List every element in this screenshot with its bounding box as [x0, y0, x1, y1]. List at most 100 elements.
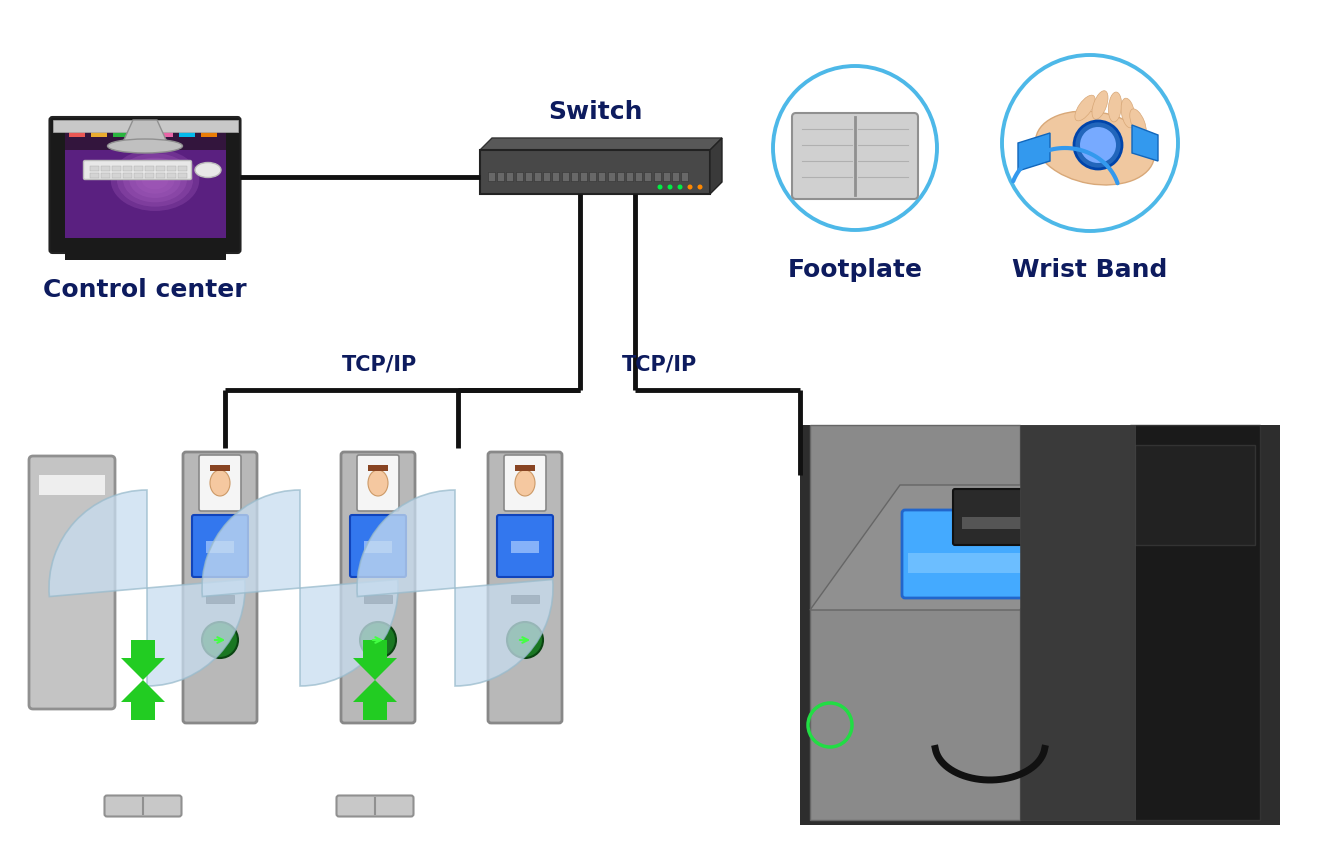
Circle shape	[678, 185, 682, 189]
Text: Footplate: Footplate	[788, 258, 923, 282]
Ellipse shape	[1129, 109, 1147, 137]
Text: Switch: Switch	[548, 100, 642, 124]
Bar	[617, 172, 624, 181]
Bar	[1019, 425, 1135, 820]
Bar	[810, 425, 1019, 820]
FancyBboxPatch shape	[496, 515, 553, 577]
Polygon shape	[1018, 133, 1050, 171]
Ellipse shape	[211, 470, 230, 496]
Bar	[53, 120, 237, 132]
Bar	[177, 173, 187, 178]
Ellipse shape	[1075, 95, 1095, 121]
Circle shape	[360, 622, 396, 658]
FancyBboxPatch shape	[342, 452, 414, 723]
Bar	[580, 172, 587, 181]
Ellipse shape	[117, 153, 193, 207]
Ellipse shape	[1121, 98, 1135, 128]
Bar	[207, 541, 234, 553]
Bar	[589, 172, 596, 181]
Bar	[481, 150, 710, 194]
Bar	[598, 172, 605, 181]
Bar	[90, 166, 99, 171]
Bar	[123, 166, 132, 171]
Bar	[489, 172, 495, 181]
Bar	[135, 125, 151, 137]
Circle shape	[658, 185, 662, 189]
FancyBboxPatch shape	[504, 455, 545, 511]
FancyBboxPatch shape	[29, 456, 115, 709]
Bar	[364, 541, 392, 553]
Bar	[69, 125, 85, 137]
Bar	[511, 541, 539, 553]
Bar	[101, 166, 110, 171]
FancyBboxPatch shape	[489, 452, 561, 723]
Bar	[113, 125, 128, 137]
Ellipse shape	[515, 470, 535, 496]
Bar	[534, 172, 542, 181]
Circle shape	[1080, 127, 1116, 163]
Bar	[146, 173, 154, 178]
Bar	[156, 173, 166, 178]
Ellipse shape	[1092, 90, 1108, 119]
FancyArrow shape	[354, 640, 397, 680]
Bar	[38, 475, 105, 495]
FancyArrow shape	[354, 680, 397, 720]
Wedge shape	[301, 579, 399, 686]
FancyBboxPatch shape	[49, 117, 241, 253]
Ellipse shape	[111, 149, 200, 211]
Bar	[673, 172, 679, 181]
Ellipse shape	[1035, 111, 1155, 185]
Bar	[167, 173, 176, 178]
Bar	[552, 172, 560, 181]
Ellipse shape	[107, 139, 183, 153]
Bar	[134, 173, 143, 178]
Bar	[515, 172, 523, 181]
Bar	[636, 172, 642, 181]
FancyBboxPatch shape	[336, 796, 413, 816]
Polygon shape	[710, 138, 722, 194]
FancyArrow shape	[120, 680, 166, 720]
Ellipse shape	[130, 162, 180, 198]
Polygon shape	[810, 485, 1100, 610]
Circle shape	[507, 622, 543, 658]
Bar	[167, 166, 176, 171]
Bar	[113, 166, 120, 171]
Polygon shape	[123, 120, 167, 142]
Bar	[200, 125, 217, 137]
Ellipse shape	[195, 163, 221, 177]
Bar	[511, 595, 539, 603]
Wedge shape	[357, 490, 455, 596]
Circle shape	[203, 622, 238, 658]
Bar	[1129, 425, 1260, 820]
Bar	[156, 125, 172, 137]
Bar	[543, 172, 551, 181]
FancyBboxPatch shape	[357, 455, 399, 511]
Ellipse shape	[368, 470, 388, 496]
Bar	[65, 130, 225, 150]
Bar	[368, 465, 388, 471]
Bar	[645, 172, 651, 181]
Bar	[663, 172, 670, 181]
Ellipse shape	[142, 170, 168, 189]
Bar	[1135, 445, 1255, 545]
Text: TCP/IP: TCP/IP	[622, 355, 698, 375]
Bar	[626, 172, 633, 181]
Bar	[682, 172, 688, 181]
Bar	[156, 166, 166, 171]
Bar	[113, 173, 120, 178]
FancyBboxPatch shape	[199, 455, 241, 511]
Bar	[90, 173, 99, 178]
Circle shape	[1002, 55, 1178, 231]
Bar	[608, 172, 614, 181]
Wedge shape	[203, 490, 301, 596]
Bar	[963, 517, 1027, 529]
Circle shape	[1074, 121, 1121, 169]
Bar	[364, 595, 392, 603]
FancyBboxPatch shape	[83, 160, 192, 180]
FancyArrow shape	[120, 640, 166, 680]
Ellipse shape	[135, 166, 175, 193]
Bar	[506, 172, 514, 181]
Wedge shape	[455, 579, 553, 686]
Wedge shape	[147, 579, 245, 686]
Bar	[207, 595, 234, 603]
